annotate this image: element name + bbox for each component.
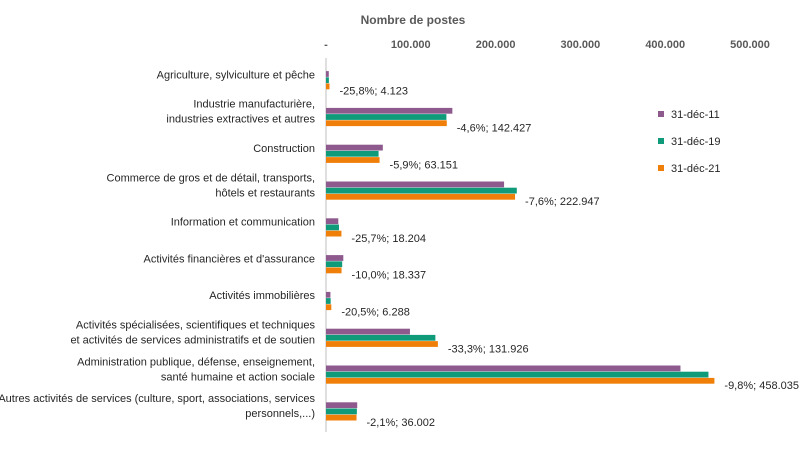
bar — [326, 328, 410, 335]
bar — [326, 230, 342, 237]
category-label: Industrie manufacturière, — [193, 99, 315, 111]
category-label: Autres activités de services (culture, s… — [0, 393, 315, 405]
x-axis-ticks: - 100.000 200.000 300.000 400.000 500.000 — [324, 39, 770, 51]
bar — [326, 408, 357, 415]
legend: 31-déc-11 31-déc-19 31-déc-21 — [658, 109, 721, 175]
bar — [326, 291, 331, 298]
x-tick-label: 500.000 — [730, 39, 770, 51]
data-label: -10,0%; 18.337 — [352, 270, 427, 282]
x-axis-title: Nombre de postes — [361, 13, 466, 27]
category-labels: Agriculture, sylviculture et pêche Indust… — [0, 69, 315, 420]
category-label: Commerce de gros et de détail, transport… — [107, 172, 315, 184]
bar — [326, 402, 358, 409]
bar — [326, 120, 447, 127]
category-label: Activités financières et d'assurance — [144, 253, 315, 265]
bar — [326, 298, 331, 304]
data-labels: -25,8%; 4.123 -4,6%; 142.427 -5,9%; 63.151… — [339, 86, 799, 429]
bar — [326, 218, 339, 225]
category-label: Administration publique, défense, enseig… — [77, 356, 315, 368]
bar — [326, 77, 329, 84]
data-label: -9,8%; 458.035 — [724, 380, 799, 392]
legend-swatch — [658, 111, 664, 117]
category-label: santé humaine et action sociale — [161, 371, 315, 383]
category-label: Activités spécialisées, scientifiques et… — [76, 320, 316, 332]
bar — [326, 107, 453, 114]
bar — [326, 150, 379, 157]
bar — [326, 261, 343, 268]
category-label: personnels,...) — [245, 408, 315, 420]
x-tick-label: 300.000 — [561, 39, 601, 51]
data-label: -25,8%; 4.123 — [339, 86, 408, 98]
legend-swatch — [658, 165, 664, 171]
bar — [326, 187, 517, 194]
bar — [326, 341, 438, 347]
category-label: industries extractives et autres — [166, 114, 315, 126]
bar — [326, 255, 344, 261]
bars-group — [326, 71, 715, 421]
x-tick-label: - — [324, 39, 328, 51]
data-label: -20,5%; 6.288 — [341, 307, 410, 319]
data-label: -5,9%; 63.151 — [390, 159, 459, 171]
bar — [326, 114, 447, 120]
bar — [326, 334, 436, 341]
bar — [326, 304, 332, 311]
data-label: -7,6%; 222.947 — [525, 196, 600, 208]
category-label: et activités de services administratifs … — [70, 335, 315, 347]
data-label: -25,7%; 18.204 — [351, 233, 426, 245]
bar — [326, 365, 681, 372]
bar — [326, 181, 505, 188]
category-label: Activités immobilières — [209, 290, 315, 302]
bar — [326, 83, 330, 90]
bar — [326, 371, 709, 378]
category-label: Information et communication — [171, 217, 315, 229]
data-label: -4,6%; 142.427 — [457, 123, 532, 135]
x-tick-label: 200.000 — [476, 39, 516, 51]
bar — [326, 224, 339, 231]
data-label: -33,3%; 131.926 — [448, 343, 529, 355]
x-tick-label: 400.000 — [645, 39, 685, 51]
legend-label: 31-déc-21 — [671, 163, 721, 175]
bar — [326, 414, 357, 421]
legend-label: 31-déc-11 — [671, 109, 720, 121]
bar — [326, 267, 342, 274]
x-tick-label: 100.000 — [391, 39, 431, 51]
legend-label: 31-déc-19 — [671, 136, 721, 148]
bar — [326, 377, 715, 384]
bar — [326, 193, 516, 200]
bar — [326, 144, 383, 151]
category-label: Construction — [253, 143, 315, 155]
bar — [326, 157, 380, 163]
bar — [326, 71, 329, 77]
category-label: Agriculture, sylviculture et pêche — [157, 69, 315, 81]
legend-swatch — [658, 138, 664, 144]
data-label: -2,1%; 36.002 — [367, 417, 436, 429]
category-label: hôtels et restaurants — [215, 187, 315, 199]
